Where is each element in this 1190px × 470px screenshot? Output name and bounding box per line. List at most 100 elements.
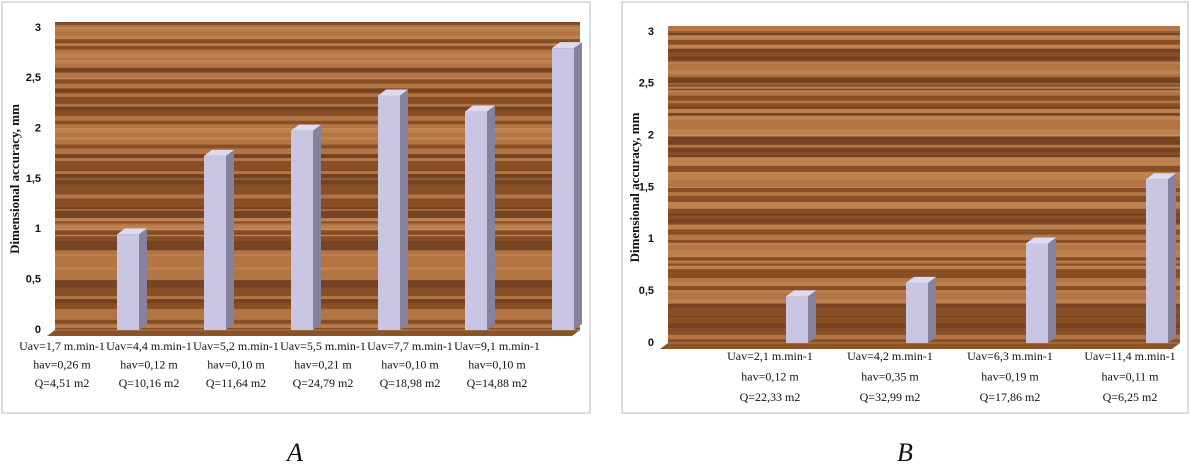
wood-grain xyxy=(55,110,580,113)
wood-grain xyxy=(668,177,1180,181)
wood-grain xyxy=(668,56,1180,59)
wood-grain xyxy=(668,107,1180,109)
wood-grain xyxy=(668,196,1180,199)
x-tick-label: Uav=11,4 m.min-1 xyxy=(1084,349,1175,363)
wood-grain xyxy=(668,172,1180,177)
wood-grain xyxy=(668,130,1180,133)
x-tick-label: Q=32,99 m2 xyxy=(860,390,921,404)
bar xyxy=(552,42,582,330)
wood-grain xyxy=(668,55,1180,56)
wood-grain xyxy=(668,92,1180,95)
wood-grain xyxy=(668,223,1180,225)
wood-grain xyxy=(55,29,580,31)
wood-grain xyxy=(668,116,1180,121)
wood-grain xyxy=(55,35,580,39)
wood-grain xyxy=(668,30,1180,31)
bar-side xyxy=(487,106,495,330)
wood-grain xyxy=(55,68,580,73)
wood-grain xyxy=(55,50,580,54)
x-tick-label: Uav=1,7 m.min-1 xyxy=(19,339,105,353)
panel-caption: B xyxy=(897,438,913,467)
wood-grain xyxy=(668,65,1180,70)
x-tick-label: hav=0,11 m xyxy=(1102,369,1160,383)
bar-front xyxy=(906,283,928,343)
wood-grain xyxy=(668,257,1180,260)
bar xyxy=(1146,173,1176,343)
wood-grain xyxy=(668,54,1180,55)
wood-grain xyxy=(55,118,580,120)
wood-grain xyxy=(55,73,580,75)
y-tick-label: 3 xyxy=(35,22,41,34)
y-tick-label: 2 xyxy=(35,123,41,135)
wood-grain xyxy=(668,261,1180,262)
x-tick-label: Q=10,16 m2 xyxy=(119,376,180,390)
wood-grain xyxy=(55,64,580,68)
bar-side xyxy=(313,125,321,330)
bar xyxy=(291,125,321,330)
wood-grain xyxy=(668,35,1180,40)
wood-grain xyxy=(668,26,1180,30)
wood-grain xyxy=(668,77,1180,78)
wood-grain xyxy=(668,90,1180,92)
bar-side xyxy=(226,150,234,330)
bar-side xyxy=(808,290,816,343)
wood-grain xyxy=(668,217,1180,220)
x-tick-label: Q=6,25 m2 xyxy=(1103,390,1158,404)
wood-grain xyxy=(668,168,1180,172)
x-tick-label: hav=0,35 m xyxy=(861,369,919,383)
wood-grain xyxy=(55,94,580,97)
wood-grain xyxy=(668,137,1180,141)
x-tick-label: Q=4,51 m2 xyxy=(35,376,90,390)
wood-grain xyxy=(668,243,1180,245)
wood-grain xyxy=(668,127,1180,130)
bar xyxy=(465,106,495,330)
wood-grain xyxy=(668,264,1180,266)
bar-side xyxy=(574,42,582,330)
x-tick-label: Q=18,98 m2 xyxy=(380,376,441,390)
bar-side xyxy=(139,228,147,330)
wood-grain xyxy=(55,31,580,35)
plot-floor xyxy=(47,330,580,336)
wood-grain xyxy=(668,89,1180,91)
wood-grain xyxy=(668,161,1180,166)
panel-caption: A xyxy=(285,438,303,467)
wood-grain xyxy=(668,166,1180,168)
y-axis-label: Dimensional accuracy, mm xyxy=(627,112,642,262)
figure: 00,511,522,53Dimensional accuracy, mmUav… xyxy=(0,0,1190,470)
wood-grain xyxy=(668,148,1180,153)
wood-grain xyxy=(55,22,580,23)
wood-grain xyxy=(668,96,1180,101)
x-tick-label: hav=0,10 m xyxy=(207,357,265,371)
wood-grain xyxy=(668,60,1180,62)
bar-side xyxy=(1168,173,1176,343)
wood-grain xyxy=(668,155,1180,157)
wood-grain xyxy=(668,70,1180,74)
wood-grain xyxy=(668,262,1180,264)
wood-grain xyxy=(668,49,1180,53)
x-tick-label: hav=0,12 m xyxy=(120,357,178,371)
y-tick-label: 0 xyxy=(648,337,654,349)
y-tick-label: 2 xyxy=(648,130,654,142)
wood-grain xyxy=(668,209,1180,214)
wood-grain xyxy=(668,157,1180,161)
wood-grain xyxy=(55,100,580,105)
x-tick-label: Uav=9,1 m.min-1 xyxy=(454,339,540,353)
wood-grain xyxy=(55,81,580,84)
wood-grain xyxy=(55,92,580,93)
wood-grain xyxy=(668,140,1180,144)
wood-grain xyxy=(668,124,1180,126)
bar-front xyxy=(465,112,487,330)
y-tick-label: 3 xyxy=(648,26,654,38)
x-tick-label: hav=0,26 m xyxy=(33,357,91,371)
wood-grain xyxy=(668,235,1180,239)
x-tick-label: Uav=4,4 m.min-1 xyxy=(106,339,192,353)
wood-grain xyxy=(668,202,1180,207)
wood-grain xyxy=(55,60,580,65)
y-tick-label: 1,5 xyxy=(26,173,41,185)
wood-grain xyxy=(668,269,1180,273)
x-tick-label: hav=0,12 m xyxy=(741,369,799,383)
x-tick-label: Uav=5,5 m.min-1 xyxy=(280,339,366,353)
wood-grain xyxy=(668,216,1180,217)
y-tick-label: 2,5 xyxy=(26,72,41,84)
wood-grain xyxy=(668,87,1180,89)
